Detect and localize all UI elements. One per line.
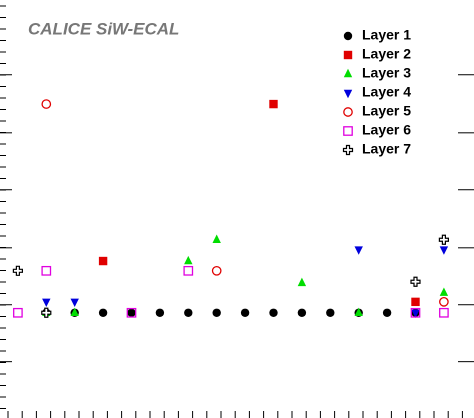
point (438, 234, 449, 245)
point (343, 89, 353, 99)
legend-label: Layer 6 (362, 122, 411, 138)
point (326, 308, 335, 317)
point (127, 308, 136, 317)
point (184, 255, 193, 265)
point (41, 99, 52, 109)
point (439, 246, 449, 255)
point (13, 307, 23, 318)
chart-title: CALICE SiW-ECAL (28, 19, 179, 38)
legend-label: Layer 3 (362, 65, 411, 81)
legend-label: Layer 4 (362, 84, 411, 100)
point (411, 297, 420, 307)
point (411, 309, 420, 318)
point (410, 307, 421, 318)
point (70, 298, 79, 308)
point (184, 308, 193, 317)
point (42, 298, 51, 308)
point (41, 265, 52, 276)
point (240, 308, 250, 317)
point (70, 307, 79, 316)
point (297, 277, 307, 287)
point (343, 126, 353, 136)
legend-label: Layer 2 (362, 46, 411, 62)
point (12, 265, 23, 276)
point (212, 308, 221, 317)
point (354, 307, 363, 316)
point (343, 107, 353, 117)
point (343, 31, 353, 41)
point (41, 307, 52, 318)
point (211, 265, 222, 276)
point (342, 144, 354, 156)
point (155, 308, 165, 317)
point (439, 287, 449, 296)
frame (0, 5, 474, 418)
point (126, 307, 137, 318)
point (439, 297, 449, 307)
point (212, 234, 221, 243)
point (343, 50, 353, 60)
point (382, 308, 392, 317)
point (354, 246, 363, 255)
legend-label: Layer 1 (362, 27, 411, 43)
point (269, 308, 278, 317)
point (439, 307, 449, 318)
point (297, 308, 307, 317)
legend-label: Layer 7 (362, 141, 411, 157)
point (98, 256, 108, 266)
legend-label: Layer 5 (362, 103, 411, 119)
point (269, 99, 278, 109)
point (183, 265, 194, 276)
point (343, 68, 353, 78)
point (98, 308, 108, 317)
point (410, 276, 421, 287)
